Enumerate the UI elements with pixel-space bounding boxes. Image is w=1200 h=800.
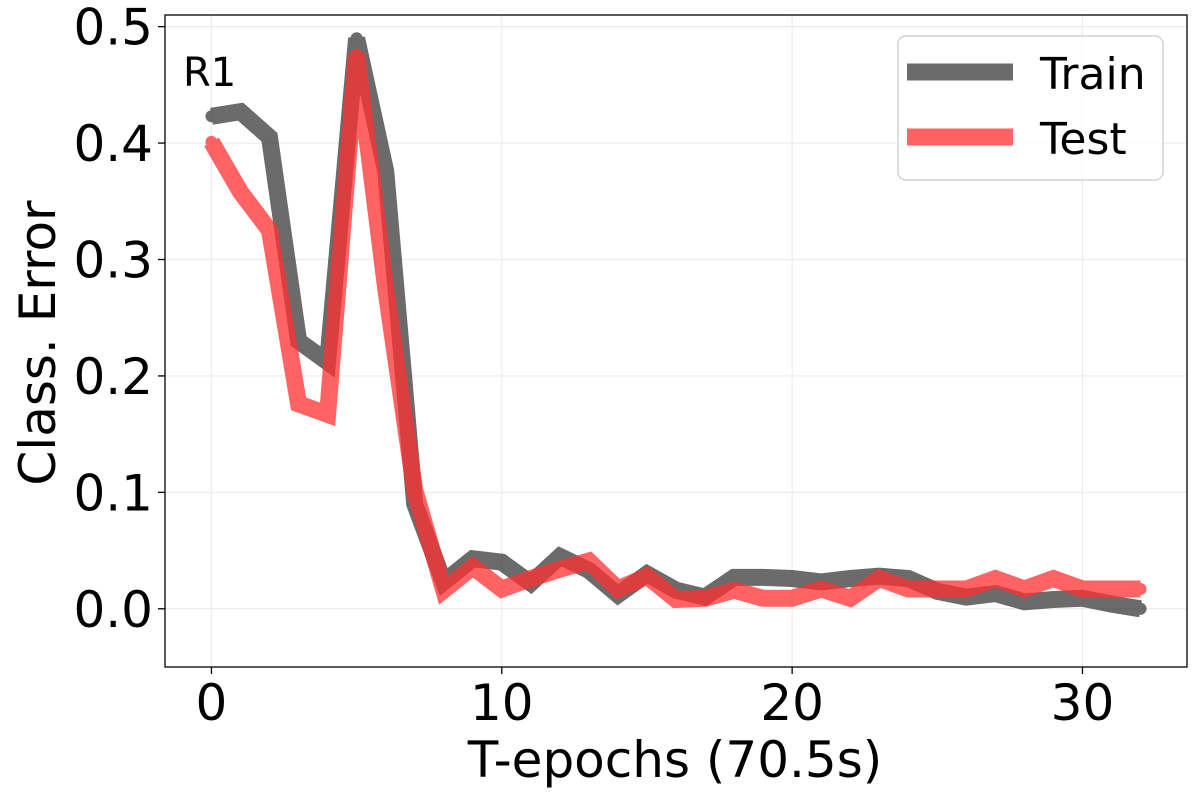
x-axis-label: T-epochs (70.5s) (467, 731, 883, 789)
data-point-test (292, 397, 305, 410)
data-point-test (699, 592, 712, 605)
data-point-test (234, 185, 247, 198)
data-point-test (1134, 582, 1147, 595)
legend: Train Test (897, 35, 1164, 181)
plot-frame (164, 14, 1188, 668)
data-point-train (1047, 593, 1060, 606)
data-point-test (728, 584, 741, 597)
data-point-test (379, 282, 392, 295)
data-point-test (466, 560, 479, 573)
data-point-test (263, 224, 276, 237)
data-point-test (611, 582, 624, 595)
y-axis-label: Class. Error (9, 200, 67, 486)
data-point-test (350, 48, 363, 61)
data-point-test (815, 582, 828, 595)
legend-swatch-test (907, 128, 1013, 146)
data-point-test (670, 593, 682, 606)
data-point-test (495, 582, 508, 595)
data-point-train (495, 556, 508, 569)
data-point-test (1076, 582, 1089, 595)
y-tick-label: 0.2 (73, 348, 153, 406)
data-point-test (524, 572, 537, 585)
axis-ticks: 0 10 20 30 0.0 0.1 0.2 0.3 0.4 0.5 (73, 0, 1114, 732)
data-point-train (205, 110, 218, 123)
data-point-train (757, 571, 770, 584)
legend-label-train: Train (1039, 49, 1146, 100)
x-tick-label: 10 (470, 674, 534, 732)
series-layer (204, 32, 1147, 618)
data-point-train (989, 587, 1002, 600)
data-point-test (989, 572, 1002, 585)
data-point-test (1047, 572, 1060, 585)
legend-marker-train (954, 66, 966, 78)
data-point-train (844, 572, 857, 585)
data-point-test (844, 592, 857, 605)
data-point-train (1018, 595, 1031, 608)
y-tick-label: 0.1 (73, 464, 153, 522)
x-tick-label: 30 (1051, 674, 1115, 732)
data-point-test (321, 408, 334, 421)
data-point-test (205, 135, 218, 148)
legend-label-test: Test (1039, 114, 1127, 165)
data-point-test (931, 582, 944, 595)
data-point-train (728, 571, 741, 584)
x-tick-label: 20 (760, 674, 824, 732)
data-point-test (640, 570, 653, 583)
data-point-test (960, 582, 973, 595)
legend-marker-test (954, 131, 966, 143)
data-point-test (582, 555, 595, 568)
y-tick-label: 0.4 (73, 115, 153, 173)
data-point-test (902, 582, 915, 595)
data-point-test (873, 572, 886, 585)
y-tick-label: 0.3 (73, 232, 153, 290)
data-point-test (437, 584, 450, 597)
data-point-train (350, 32, 363, 45)
data-point-train (263, 131, 276, 144)
data-point-test (1105, 582, 1118, 595)
data-point-test (408, 484, 421, 497)
data-point-train (1134, 602, 1147, 615)
data-point-train (379, 165, 392, 178)
legend-swatch-train (907, 63, 1013, 81)
data-point-train (234, 105, 247, 118)
series-test (204, 48, 1147, 609)
data-point-test (786, 592, 799, 605)
data-point-test (553, 563, 566, 576)
panel-annotation: R1 (183, 50, 236, 96)
data-point-train (786, 572, 799, 585)
data-point-train (1105, 598, 1118, 611)
data-point-test (757, 592, 770, 605)
y-tick-label: 0.5 (73, 0, 153, 57)
data-point-train (553, 550, 566, 563)
x-tick-label: 0 (196, 674, 228, 732)
data-point-test (1018, 582, 1031, 595)
y-tick-label: 0.0 (73, 581, 153, 639)
